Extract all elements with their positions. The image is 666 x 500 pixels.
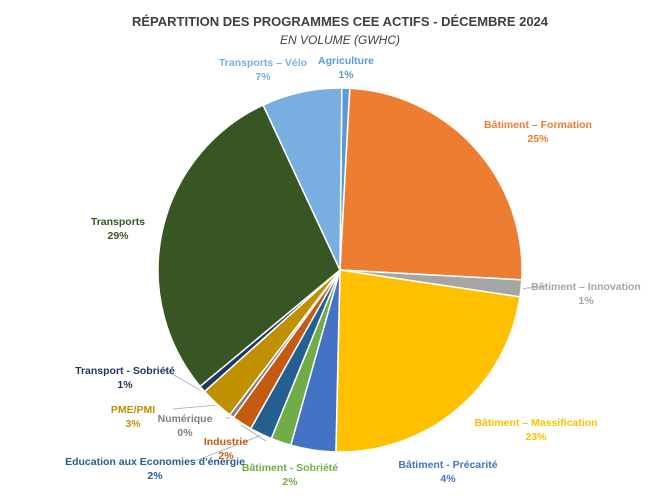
data-label-batiment-innovation: Bâtiment – Innovation 1% [531, 281, 641, 307]
pie-slice-transports [157, 104, 341, 388]
data-label-batiment-massification: Bâtiment – Massification 23% [474, 417, 597, 443]
leader-lines [164, 285, 547, 462]
chart-title: RÉPARTITION DES PROGRAMMES CEE ACTIFS - … [132, 14, 549, 29]
pie-slice-transports-velo [262, 87, 343, 271]
data-label-agriculture: Agriculture 1% [318, 55, 374, 81]
data-label-transport-sobriete: Transport - Sobriété 1% [75, 365, 175, 391]
leader-line-industrie [240, 424, 267, 442]
data-label-transports: Transports 29% [91, 216, 145, 242]
data-label-batiment-precarite: Bâtiment - Précarité 4% [398, 459, 497, 485]
data-label-education-aux-economies-d-energie: Education aux Economies d'énergie 2% [65, 456, 245, 482]
data-label-batiment-sobriete: Bâtiment - Sobriété 2% [242, 462, 338, 488]
leader-line-transport-sobriete [164, 369, 201, 391]
pie-slice-batiment-formation [339, 87, 523, 281]
data-label-numerique: Numérique 0% [158, 413, 213, 439]
data-label-industrie: Industrie 2% [204, 436, 248, 462]
data-label-transports-velo: Transports – Vélo 7% [219, 57, 307, 83]
pie-slices [157, 87, 523, 453]
data-labels: Agriculture 1% Bâtiment – Formation 25% Bâti… [65, 55, 641, 488]
pie-slice-batiment-massification [335, 269, 521, 453]
data-label-pme-pmi: PME/PMI 3% [111, 404, 155, 430]
leader-line-pme-pmi [172, 404, 216, 410]
leader-line-batiment-innovation [523, 285, 547, 289]
chart-subtitle: EN VOLUME (GWHC) [280, 33, 400, 47]
data-label-batiment-formation: Bâtiment – Formation 25% [484, 119, 592, 145]
leader-line-education-aux-economies-d-energie [194, 435, 261, 462]
